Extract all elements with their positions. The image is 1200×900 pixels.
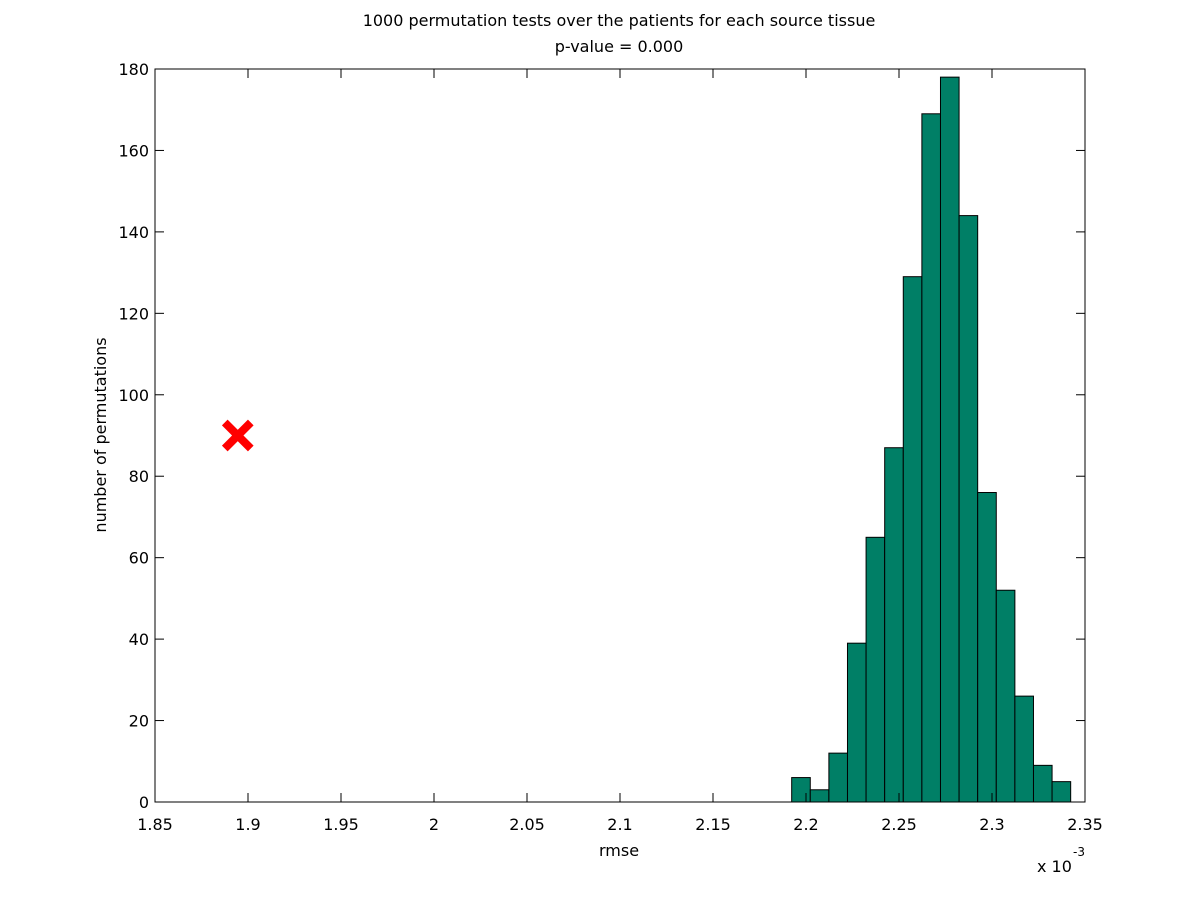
y-tick-label: 60 [129,549,149,568]
x-axis-exponent-power: -3 [1073,845,1085,859]
observed-marker-stroke [221,419,254,452]
y-tick-label: 140 [118,223,149,242]
histogram-bar [828,752,848,803]
histogram-bar [1032,764,1053,803]
histogram-bar [902,276,923,803]
x-tick-labels: 1.85 1.9 1.95 2 2.05 2.1 2.15 2.2 2.25 2.3 2.35 [137,815,1103,834]
histogram-bars [791,76,1072,803]
histogram-bar [958,215,979,803]
histogram-bar [995,589,1016,803]
y-tick-label: 80 [129,467,149,486]
histogram-bar [865,536,886,803]
x-tick-label: 1.95 [323,815,359,834]
histogram-bar [791,777,811,803]
y-axis-label: number of permutations [91,337,110,532]
histogram-bar [939,76,960,803]
y-tick-label: 40 [129,630,149,649]
x-tick-label: 2.15 [695,815,731,834]
histogram-bar [977,492,997,803]
y-tick-label: 160 [118,141,149,160]
observed-value-marker [221,419,254,452]
y-tick-label: 180 [118,60,149,79]
x-axis-label: rmse [599,841,639,860]
x-tick-label: 2.25 [881,815,917,834]
x-tick-label: 1.85 [137,815,173,834]
x-tick-label: 2.2 [793,815,818,834]
y-tick-label: 20 [129,712,149,731]
x-tick-label: 2.05 [509,815,545,834]
x-tick-label: 1.9 [235,815,260,834]
histogram-bar [1051,781,1072,803]
y-tick-label: 100 [118,386,149,405]
histogram-bar [809,789,830,803]
histogram-bar [846,642,867,803]
y-tick-labels: 0 20 40 60 80 100 120 140 160 180 [118,60,149,812]
histogram-bar [1014,695,1034,803]
y-tick-label: 120 [118,304,149,323]
x-tick-label: 2.3 [979,815,1004,834]
x-tick-label: 2.1 [607,815,632,834]
histogram-bar [921,113,941,803]
x-tick-label: 2 [429,815,439,834]
histogram-bar [884,447,904,803]
x-tick-label: 2.35 [1067,815,1103,834]
x-axis-exponent-label: x 10 [1037,857,1072,876]
chart-title: 1000 permutation tests over the patients… [363,11,876,30]
chart-subtitle: p-value = 0.000 [555,37,684,56]
y-tick-label: 0 [139,793,149,812]
plot-frame [154,68,1086,803]
